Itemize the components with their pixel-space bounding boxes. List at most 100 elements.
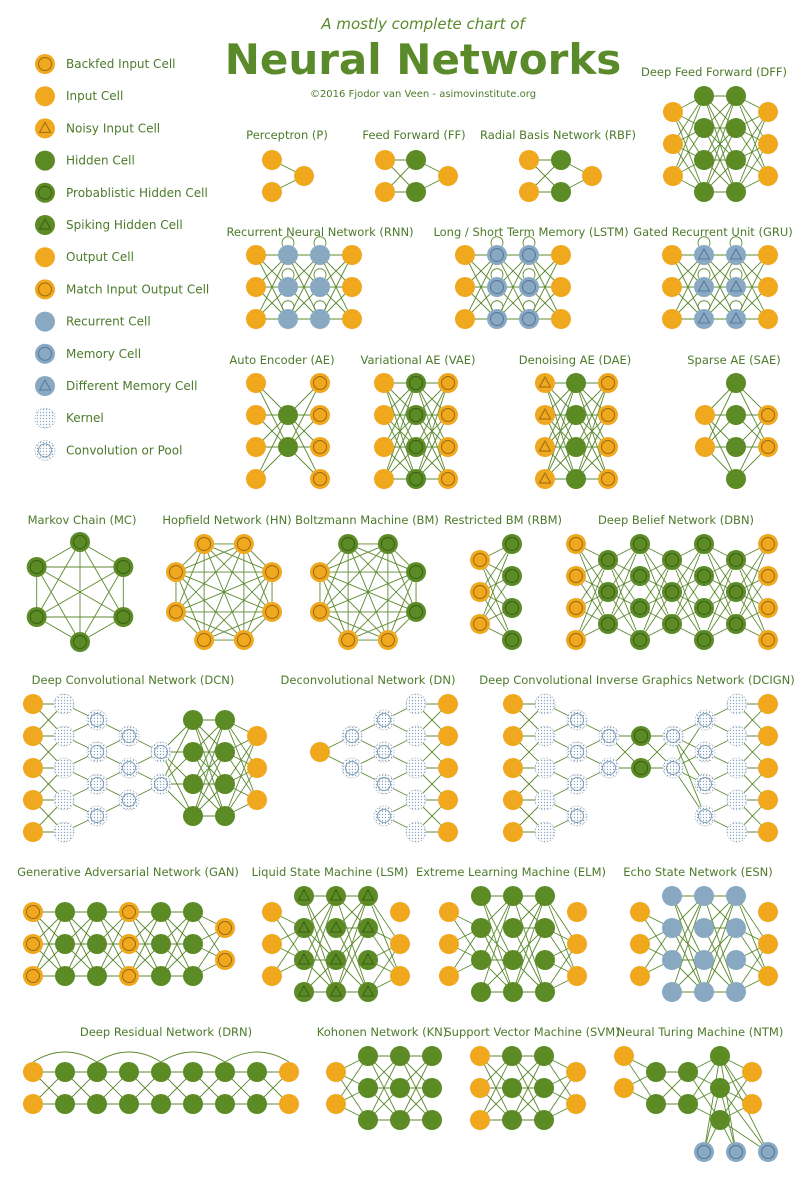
- recurrent-cell: [662, 950, 682, 970]
- hidden-cell: [710, 1078, 730, 1098]
- hidden-cell: [278, 405, 298, 425]
- hidden-cell: [183, 1062, 203, 1082]
- input-cell: [262, 966, 282, 986]
- hidden-cell: [503, 982, 523, 1002]
- backfed-input-cell: [566, 566, 586, 586]
- hidden-cell: [151, 1094, 171, 1114]
- input-cell: [246, 405, 266, 425]
- input-cell: [503, 694, 523, 714]
- legend-item: Spiking Hidden Cell: [35, 215, 183, 235]
- hidden-cell: [710, 1110, 730, 1130]
- conv-cell: [662, 757, 684, 779]
- prob-hidden-cell: [694, 566, 714, 586]
- hidden-cell: [55, 1062, 75, 1082]
- output-cell: [247, 790, 267, 810]
- backfed-input-cell: [194, 533, 215, 554]
- prob-hidden-cell: [662, 614, 682, 634]
- backfed-input-cell: [566, 598, 586, 618]
- spiking-hidden-cell: [358, 918, 378, 938]
- network-title: Sparse AE (SAE): [687, 353, 781, 367]
- input-cell: [375, 150, 395, 170]
- conv-cell: [118, 757, 140, 779]
- backfed-input-cell: [262, 601, 283, 622]
- match-io-cell: [598, 373, 618, 393]
- input-icon: [35, 86, 55, 107]
- conv-cell: [694, 805, 716, 827]
- recurrent-cell: [310, 277, 330, 297]
- input-cell: [663, 102, 683, 122]
- match-io-cell: [310, 405, 330, 425]
- hidden-cell: [215, 1094, 235, 1114]
- output-cell: [582, 166, 602, 186]
- hidden-cell: [390, 1078, 410, 1098]
- hidden-cell: [566, 469, 586, 489]
- network-connections: [335, 1055, 433, 1121]
- input-cell: [519, 182, 539, 202]
- conv-cell: [373, 709, 395, 731]
- input-cell: [23, 726, 43, 746]
- spiking-hidden-cell: [358, 886, 378, 906]
- legend-label: Different Memory Cell: [66, 379, 197, 393]
- legend-label: Memory Cell: [66, 347, 141, 361]
- output-cell: [566, 1094, 586, 1114]
- hidden-cell: [422, 1110, 442, 1130]
- legend-item: Input Cell: [35, 86, 123, 107]
- match-io-cell: [438, 469, 458, 489]
- input-cell: [439, 966, 459, 986]
- diff-memory-icon: [35, 376, 55, 396]
- backfed-input-icon: [35, 54, 55, 74]
- spiking-hidden-cell: [294, 918, 314, 938]
- spiking-hidden-cell: [326, 886, 346, 906]
- kernel-icon: [34, 407, 56, 429]
- legend-label: Match Input Output Cell: [66, 282, 209, 296]
- recurrent-cell: [310, 309, 330, 329]
- input-cell: [23, 758, 43, 778]
- kernel-cell: [726, 821, 748, 843]
- hidden-cell: [535, 918, 555, 938]
- conv-cell: [694, 773, 716, 795]
- recurrent-cell: [278, 277, 298, 297]
- network-title: Denoising AE (DAE): [519, 353, 631, 367]
- hidden-cell: [726, 182, 746, 202]
- output-cell: [342, 245, 362, 265]
- input-cell: [326, 1094, 346, 1114]
- output-icon: [35, 247, 55, 268]
- hidden-cell: [87, 934, 107, 954]
- backfed-input-cell: [470, 614, 490, 634]
- hidden-cell: [471, 886, 491, 906]
- hidden-cell: [535, 982, 555, 1002]
- prob-hidden-cell: [338, 533, 359, 554]
- network-diagram: Recurrent Neural Network (RNN): [226, 225, 414, 329]
- hidden-cell: [247, 1062, 267, 1082]
- legend-item: Convolution or Pool: [34, 439, 182, 461]
- network-cells: [630, 886, 778, 1002]
- match-io-cell: [598, 405, 618, 425]
- match-io-cell: [758, 405, 778, 425]
- match-io-cell: [310, 469, 330, 489]
- hidden-cell: [534, 1046, 554, 1066]
- hidden-cell: [278, 437, 298, 457]
- network-diagram: Perceptron (P): [246, 128, 328, 202]
- noisy-input-cell: [535, 469, 555, 489]
- hidden-cell: [535, 886, 555, 906]
- hidden-cell: [726, 437, 746, 457]
- network-diagram: Hopfield Network (HN): [162, 513, 292, 651]
- network-connections: [479, 1055, 577, 1121]
- match-io-cell: [758, 598, 778, 618]
- match-io-cell: [438, 405, 458, 425]
- input-cell: [262, 934, 282, 954]
- prob-hidden-cell: [502, 598, 522, 618]
- hidden-cell: [710, 1046, 730, 1066]
- spiking-hidden-cell: [294, 982, 314, 1002]
- recurrent-icon: [35, 311, 55, 332]
- memory-cell: [487, 245, 507, 265]
- legend-item: Backfed Input Cell: [35, 54, 176, 74]
- input-cell: [23, 822, 43, 842]
- backfed-input-cell: [566, 630, 586, 650]
- diff-memory-cell: [694, 309, 714, 329]
- output-cell: [742, 1062, 762, 1082]
- conv-cell: [566, 773, 588, 795]
- diff-memory-cell: [726, 309, 746, 329]
- network-diagram: Denoising AE (DAE): [519, 353, 631, 489]
- prob-hidden-cell: [726, 550, 746, 570]
